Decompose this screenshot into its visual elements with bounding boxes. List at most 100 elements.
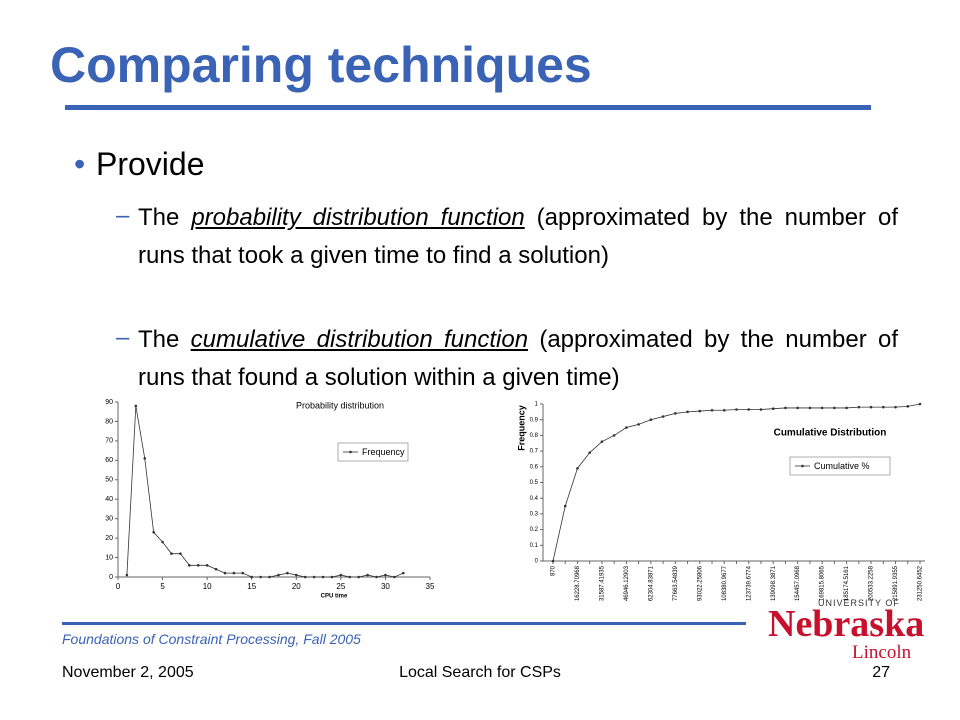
- text: (approximated by the number of runs that…: [138, 326, 898, 391]
- x-tick-label: 20: [292, 582, 301, 591]
- data-point: [196, 564, 200, 567]
- data-point: [348, 575, 352, 579]
- data-point: [321, 575, 325, 579]
- data-point: [205, 564, 209, 567]
- x-tick-label: 108380.9677: [722, 565, 728, 601]
- y-tick-label: 0.6: [530, 464, 539, 470]
- dash: –: [116, 324, 130, 351]
- x-tick-label: 870: [551, 565, 557, 576]
- x-tick-label: 93022.25806: [697, 565, 703, 601]
- data-point: [125, 573, 129, 577]
- data-point: [339, 573, 343, 577]
- data-point: [152, 530, 155, 534]
- page-number: 27: [872, 664, 890, 681]
- data-point: [796, 406, 799, 410]
- data-point: [625, 426, 628, 429]
- title-rule: [65, 105, 871, 110]
- legend-box: [337, 442, 409, 462]
- data-point: [845, 406, 848, 410]
- data-point: [894, 405, 897, 409]
- y-tick-label: 0.2: [530, 527, 539, 533]
- text: The: [138, 204, 192, 231]
- data-point: [375, 575, 378, 579]
- data-point: [686, 410, 689, 414]
- data-point: [366, 573, 369, 577]
- chart-title: Cumulative Distribution: [774, 428, 887, 439]
- x-tick-label: 139098.3871: [771, 565, 777, 601]
- data-point: [384, 573, 387, 577]
- x-tick-label: 35: [426, 582, 435, 591]
- data-point: [918, 402, 922, 406]
- x-tick-label: 46946.12903: [624, 565, 630, 601]
- y-tick-label: 0.7: [530, 449, 539, 455]
- data-point: [188, 564, 191, 567]
- data-point: [259, 575, 262, 579]
- course-name: Foundations of Constraint Processing, Fa…: [62, 631, 361, 647]
- legend-label: Frequency: [362, 447, 405, 457]
- data-point: [161, 540, 164, 544]
- data-point: [330, 575, 334, 579]
- topic: Local Search for CSPs: [399, 664, 561, 681]
- data-point: [906, 405, 910, 408]
- data-point: [134, 404, 138, 408]
- data-point: [588, 451, 591, 454]
- y-tick-label: 0.3: [530, 511, 539, 517]
- data-point: [179, 552, 182, 555]
- legend-box: [789, 456, 891, 476]
- y-tick-label: 80: [105, 418, 113, 425]
- y-tick-label: 20: [105, 535, 113, 542]
- data-point: [833, 406, 836, 410]
- term: probability distribution function: [191, 204, 525, 231]
- data-point: [286, 571, 289, 575]
- logo-campus: Lincoln: [852, 642, 912, 663]
- x-tick-label: 215891.9355: [893, 565, 899, 601]
- data-point: [600, 440, 604, 443]
- x-tick-label: 15: [247, 582, 256, 591]
- data-point: [722, 408, 726, 412]
- data-point: [857, 405, 861, 409]
- data-point: [170, 552, 173, 555]
- y-tick-label: 0.5: [530, 480, 539, 486]
- y-tick-label: 0: [535, 559, 539, 565]
- data-point: [551, 559, 555, 563]
- data-point: [294, 573, 298, 577]
- data-point: [303, 575, 307, 579]
- data-point: [143, 457, 147, 460]
- data-point: [649, 418, 653, 422]
- data-point: [771, 407, 775, 411]
- data-point: [808, 406, 812, 410]
- term: cumulative distribution function: [190, 326, 529, 353]
- data-point: [661, 415, 665, 418]
- dash: –: [116, 202, 130, 229]
- data-point: [223, 571, 227, 575]
- legend-label: Cumulative %: [814, 461, 870, 471]
- y-tick-label: 30: [105, 516, 113, 523]
- data-point: [735, 408, 738, 411]
- data-point: [747, 408, 751, 411]
- y-tick-label: 0.8: [530, 433, 539, 439]
- y-tick-label: 90: [105, 399, 113, 406]
- x-tick-label: 200533.2258: [869, 565, 875, 601]
- data-point: [312, 575, 316, 579]
- data-point: [674, 412, 677, 415]
- footer-rule: [62, 622, 746, 625]
- date: November 2, 2005: [62, 664, 194, 681]
- data-point: [710, 408, 714, 412]
- x-tick-label: 30: [381, 582, 390, 591]
- data-point: [268, 575, 271, 579]
- bullet-marker: •: [74, 146, 86, 182]
- text: The: [138, 326, 191, 353]
- x-tick-label: 0: [116, 582, 121, 591]
- data-point: [869, 405, 873, 409]
- y-tick-label: 0: [109, 574, 113, 581]
- legend-marker: [801, 464, 804, 468]
- data-point: [232, 571, 236, 575]
- x-tick-label: 25: [336, 582, 345, 591]
- data-point: [759, 408, 763, 411]
- y-tick-label: 0.9: [530, 417, 539, 423]
- legend-marker: [349, 450, 352, 454]
- bullet: Provide: [96, 146, 205, 182]
- sub-bullet: The cumulative distribution function (ap…: [138, 321, 898, 397]
